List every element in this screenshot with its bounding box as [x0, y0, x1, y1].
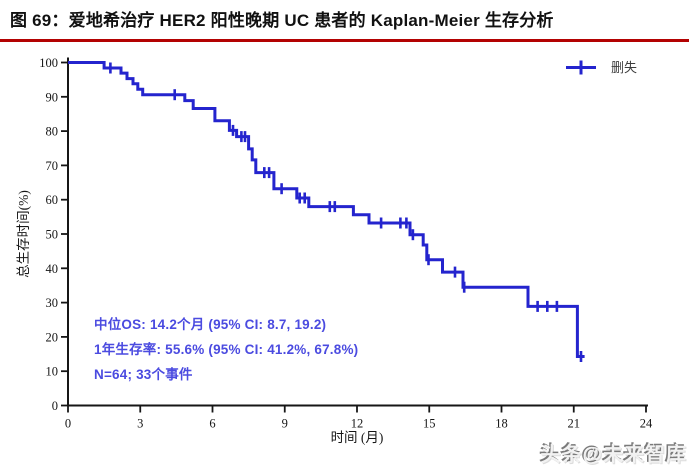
censor-marks [109, 62, 583, 362]
y-axis-label: 总生存时间(%) [16, 190, 31, 278]
svg-text:0: 0 [65, 417, 71, 431]
axes: 0 10 20 30 40 50 60 70 80 90 100 0 3 6 9 12 15 18 21 24 [39, 56, 653, 431]
svg-text:9: 9 [282, 417, 288, 431]
n-events-text: N=64; 33个事件 [94, 367, 193, 382]
watermark: 头条@未来智库 [540, 444, 687, 466]
svg-text:0: 0 [52, 399, 58, 413]
legend-label: 删失 [611, 60, 637, 75]
svg-text:15: 15 [423, 417, 436, 431]
svg-text:12: 12 [351, 417, 364, 431]
svg-text:20: 20 [46, 330, 59, 344]
legend: 删失 [566, 60, 637, 75]
svg-text:24: 24 [640, 417, 653, 431]
svg-text:50: 50 [46, 228, 59, 242]
stats-annotation: 中位OS: 14.2个月 (95% CI: 8.7, 19.2) 1年生存率: … [94, 312, 358, 387]
x-axis-label: 时间 (月) [331, 430, 384, 445]
svg-text:80: 80 [46, 125, 59, 139]
svg-text:3: 3 [137, 417, 143, 431]
svg-text:18: 18 [495, 417, 508, 431]
one-year-survival-text: 1年生存率: 55.6% (95% CI: 41.2%, 67.8%) [94, 342, 359, 357]
svg-text:70: 70 [46, 159, 59, 173]
figure-title: 图 69：爱地希治疗 HER2 阳性晚期 UC 患者的 Kaplan-Meier… [0, 0, 689, 42]
median-os-text: 中位OS: 14.2个月 (95% CI: 8.7, 19.2) [94, 317, 327, 332]
svg-text:6: 6 [209, 417, 215, 431]
svg-text:60: 60 [46, 193, 59, 207]
svg-text:40: 40 [46, 262, 59, 276]
svg-text:10: 10 [46, 365, 59, 379]
svg-text:100: 100 [39, 56, 58, 70]
svg-text:90: 90 [46, 90, 59, 104]
svg-text:30: 30 [46, 296, 59, 310]
svg-text:21: 21 [568, 417, 581, 431]
